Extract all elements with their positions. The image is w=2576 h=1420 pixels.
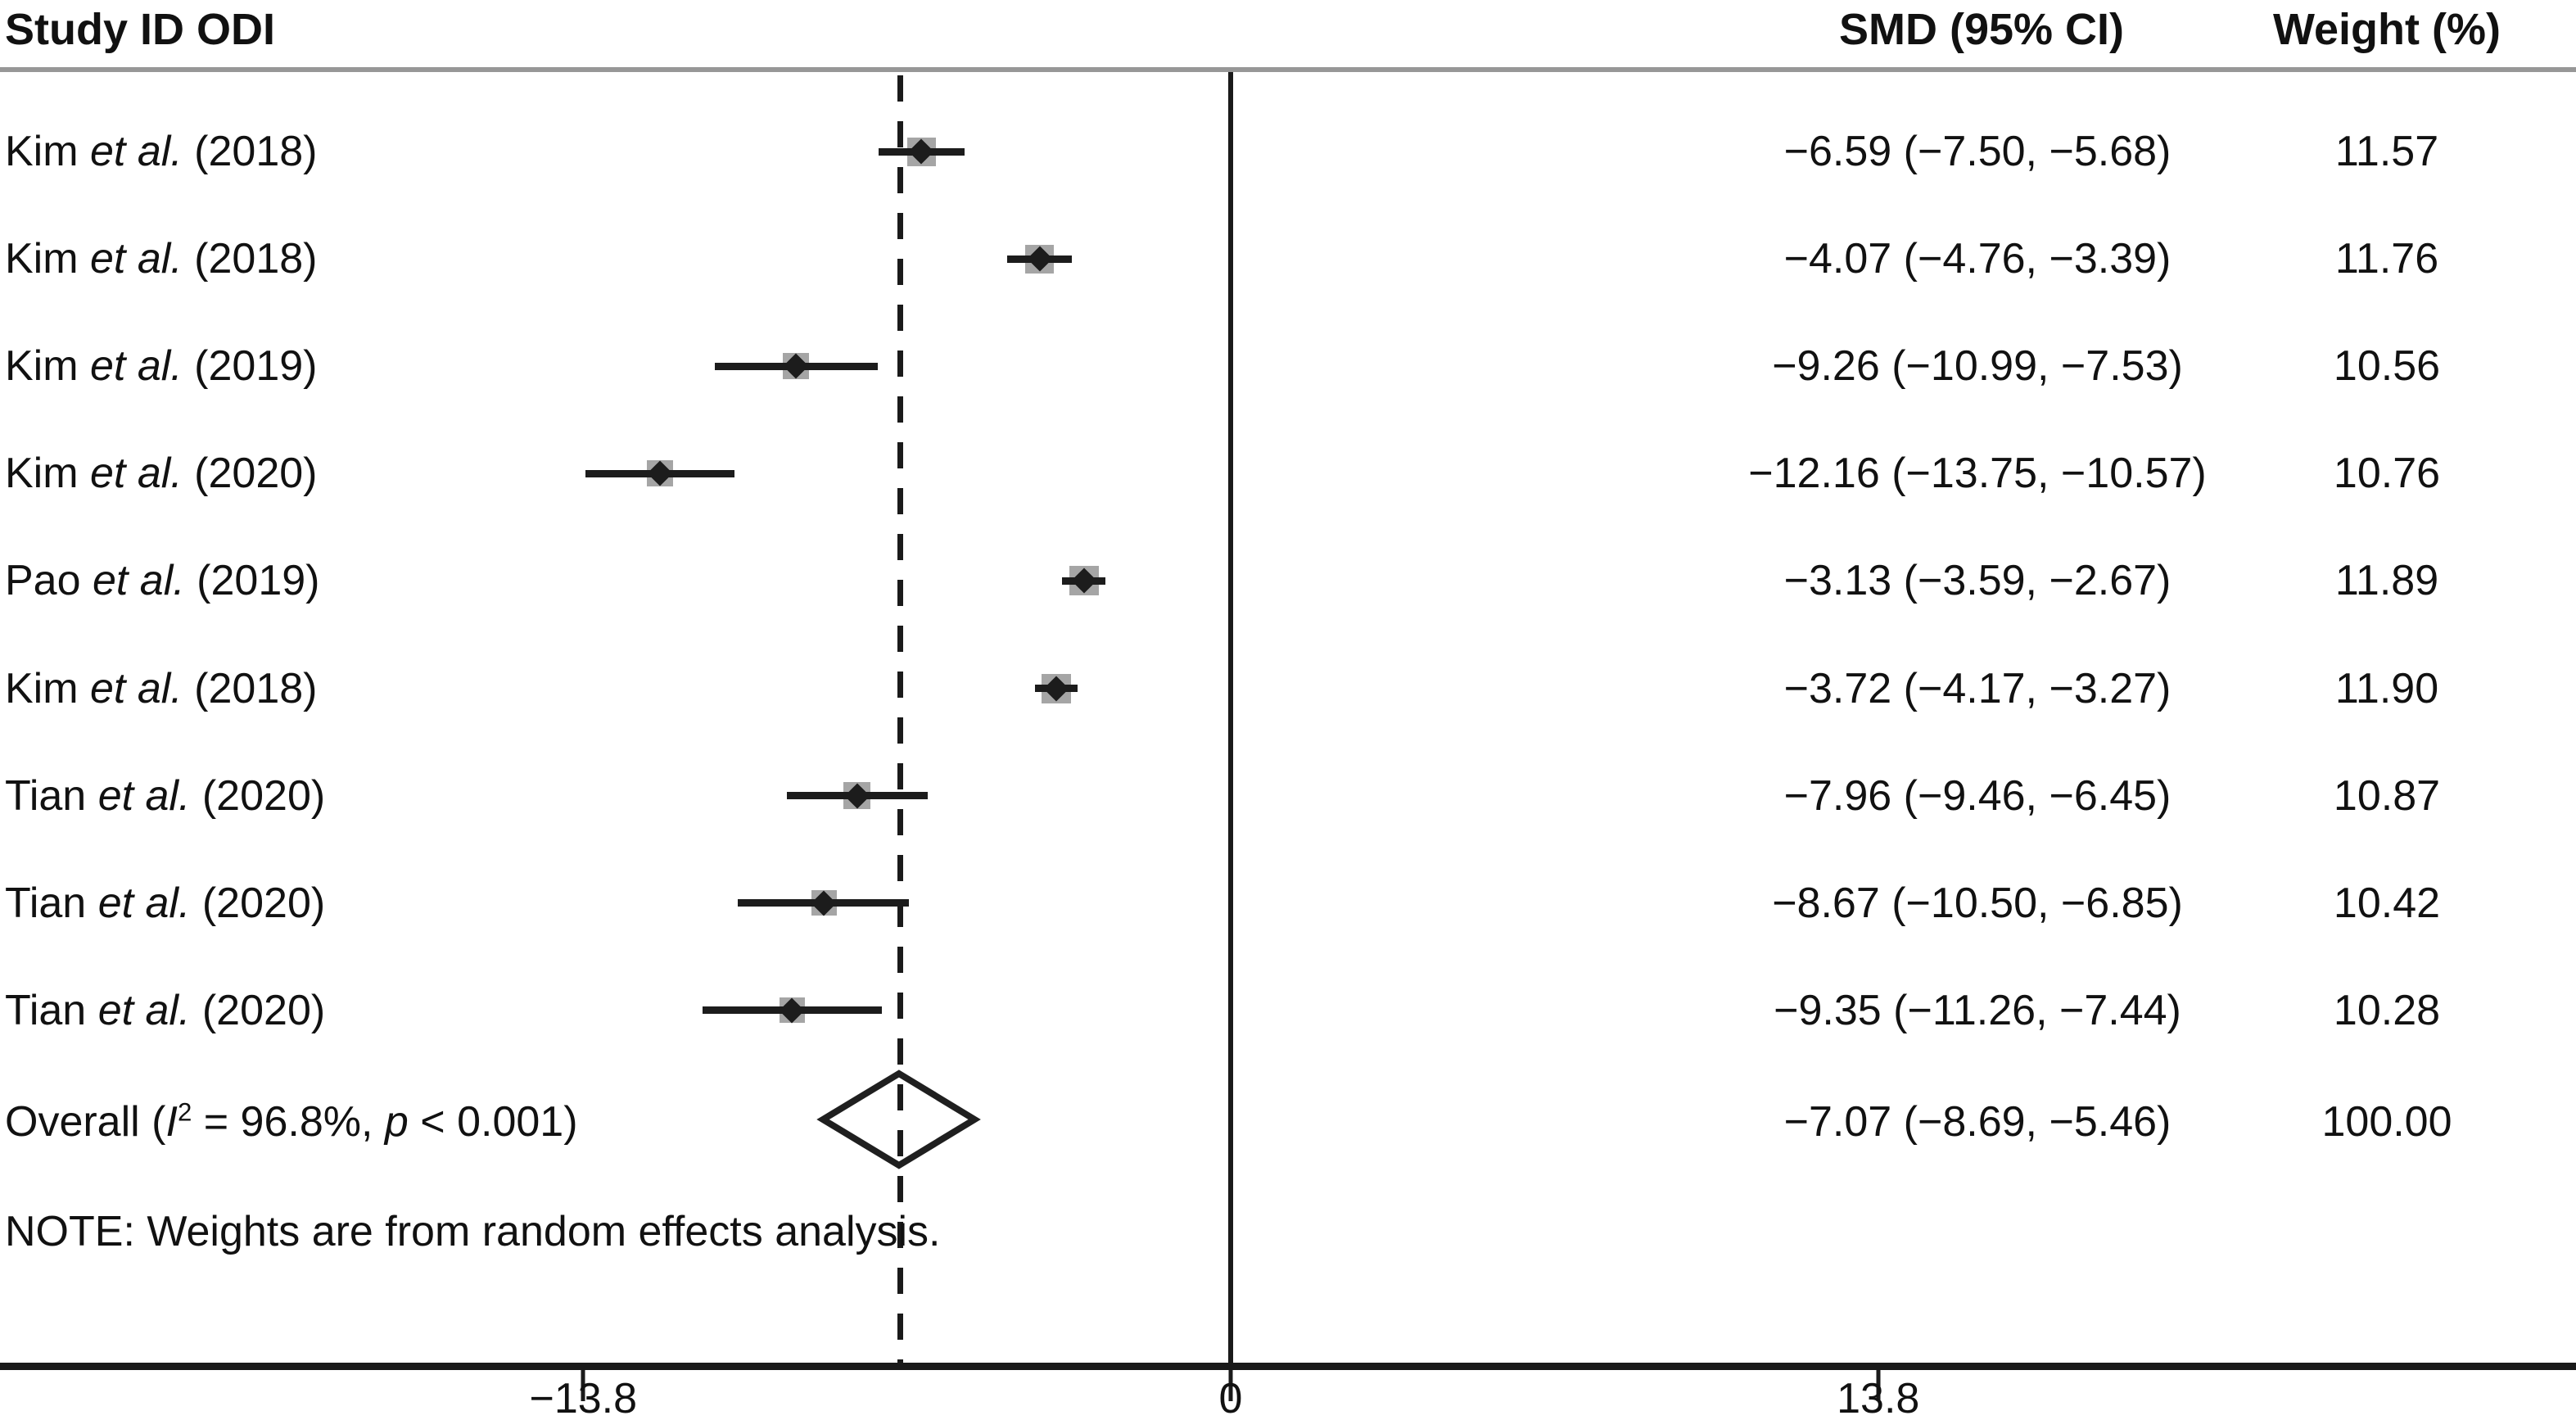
study-label: Pao et al. (2019) (5, 557, 320, 605)
weight-value: 11.90 (2334, 664, 2439, 712)
weights-note: NOTE: Weights are from random effects an… (5, 1208, 941, 1255)
weight-value: 11.89 (2334, 557, 2439, 605)
x-axis-line (0, 1363, 2576, 1370)
overall-label-i2: I (165, 1098, 178, 1146)
overall-estimate-dashed-line (897, 75, 903, 1366)
weight-column-header: Weight (%) (2273, 5, 2501, 54)
study-label: Kim et al. (2020) (5, 450, 318, 498)
study-label: Tian et al. (2020) (5, 986, 326, 1034)
smd-column-header: SMD (95% CI) (1838, 5, 2125, 54)
weight-value: 11.76 (2334, 235, 2439, 283)
study-column-header: Study ID ODI (5, 5, 276, 54)
x-axis-tick-label: 0 (1218, 1375, 1243, 1420)
study-label: Kim et al. (2018) (5, 664, 318, 712)
overall-weight-value: 100.00 (2321, 1098, 2452, 1146)
overall-smd-value: −7.07 (−8.69, −5.46) (1783, 1098, 2172, 1146)
smd-value: −9.35 (−11.26, −7.44) (1774, 986, 2181, 1034)
study-label: Kim et al. (2018) (5, 128, 318, 175)
smd-value: −6.59 (−7.50, −5.68) (1783, 128, 2172, 175)
smd-value: −9.26 (−10.99, −7.53) (1772, 342, 2183, 391)
x-axis-tick-label: −13.8 (529, 1375, 638, 1420)
x-axis-tick-label: 13.8 (1837, 1375, 1920, 1420)
study-label: Tian et al. (2020) (5, 879, 326, 927)
smd-value: −12.16 (−13.75, −10.57) (1748, 450, 2207, 498)
x-axis-tick (1876, 1370, 1881, 1401)
x-axis-tick (581, 1370, 585, 1401)
overall-diamond (816, 1070, 981, 1169)
smd-value: −8.67 (−10.50, −6.85) (1772, 879, 2183, 927)
overall-label: Overall (I2 = 96.8%, p < 0.001) (5, 1097, 578, 1146)
smd-value: −7.96 (−9.46, −6.45) (1783, 771, 2172, 820)
smd-value: −3.72 (−4.17, −3.27) (1783, 664, 2172, 712)
weight-value: 11.57 (2334, 128, 2439, 175)
overall-label-mid: = 96.8%, (192, 1098, 385, 1146)
zero-reference-line (1228, 72, 1233, 1366)
overall-label-p: p (384, 1098, 409, 1146)
overall-label-post: < 0.001) (408, 1098, 578, 1146)
weight-value: 10.42 (2333, 879, 2441, 927)
weight-value: 10.28 (2333, 986, 2441, 1034)
weight-value: 10.56 (2333, 342, 2441, 391)
weight-value: 10.76 (2333, 450, 2441, 498)
study-label: Kim et al. (2018) (5, 235, 318, 283)
study-label: Tian et al. (2020) (5, 771, 326, 820)
study-label: Kim et al. (2019) (5, 342, 318, 391)
overall-label-pre: Overall ( (5, 1098, 166, 1146)
overall-label-i2-sup: 2 (177, 1097, 192, 1127)
x-axis-tick (1228, 1370, 1233, 1401)
weight-value: 10.87 (2333, 771, 2441, 820)
smd-value: −4.07 (−4.76, −3.39) (1783, 235, 2172, 283)
smd-value: −3.13 (−3.59, −2.67) (1783, 557, 2172, 605)
header-separator-line (0, 67, 2576, 72)
